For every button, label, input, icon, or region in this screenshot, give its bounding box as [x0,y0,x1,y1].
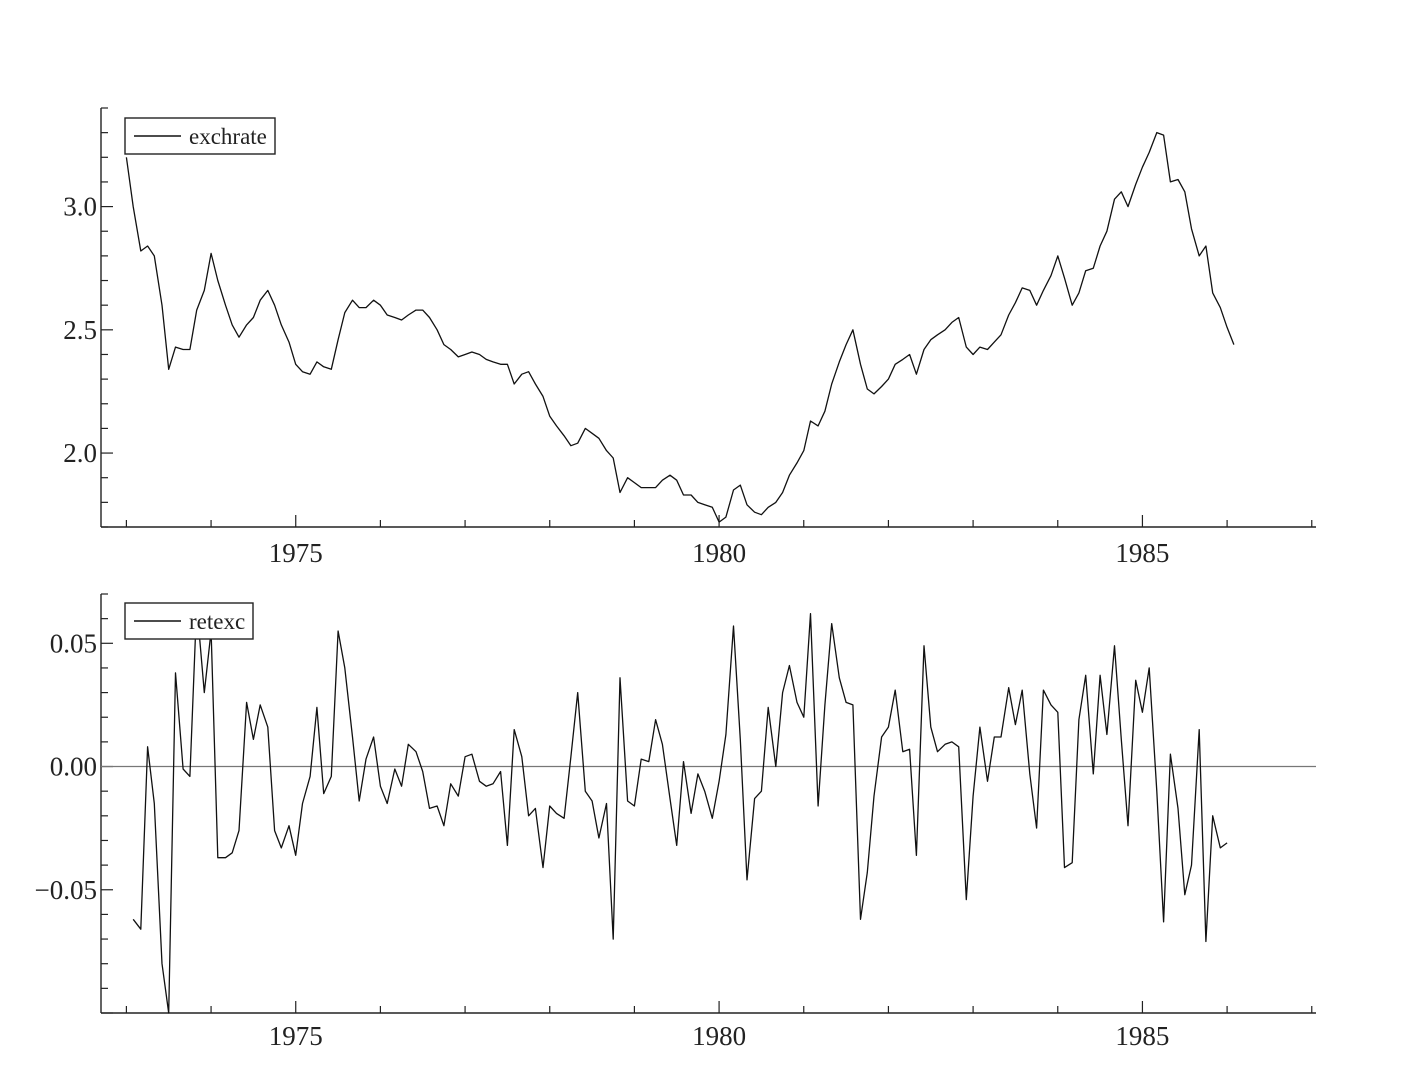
y-tick-label: 2.0 [63,438,97,468]
x-tick-label: 1975 [269,1021,323,1051]
x-tick-label: 1975 [269,538,323,568]
retexc-panel: 1975 1980 1985 −0.05 0.00 0.05 retexc [35,593,1316,1051]
legend-label: retexc [189,609,245,634]
x-tick-label: 1985 [1115,538,1169,568]
x-tick-label: 1985 [1115,1021,1169,1051]
x-tick-label: 1980 [692,1021,746,1051]
series-line-retexc [132,603,1228,1014]
series-line-exchrate [125,131,1235,523]
y-tick-label: 0.05 [50,628,97,658]
exchrate-panel: 1975 1980 1985 2.0 2.5 3.0 exchrate [63,107,1316,568]
y-tick-label: 3.0 [63,192,97,222]
y-tick-label: 2.5 [63,315,97,345]
x-tick-label: 1980 [692,538,746,568]
y-tick-label: 0.00 [50,752,97,782]
legend-label: exchrate [189,124,267,149]
y-tick-label: −0.05 [35,875,97,905]
